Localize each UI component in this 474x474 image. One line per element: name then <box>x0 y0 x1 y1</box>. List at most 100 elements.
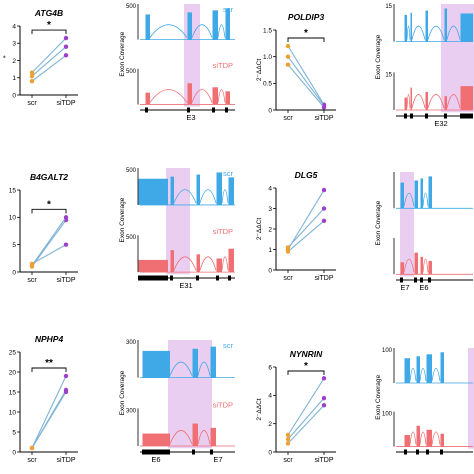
gene-model-exon <box>138 275 168 281</box>
scr-exon-block <box>187 12 192 40</box>
y-tick-label: 1 <box>268 247 272 254</box>
scr-track-tick: 500 <box>126 4 137 10</box>
sitdp-exon-block <box>404 435 410 447</box>
exon-label: E31 <box>179 281 192 290</box>
y-tick-label: 2 <box>268 421 272 428</box>
series-line <box>31 391 67 449</box>
series-line <box>31 37 67 73</box>
x-tick-label: siTDP <box>56 277 75 284</box>
scr-exon-block <box>216 172 222 205</box>
gene-title: POLDIP3 <box>288 12 325 22</box>
sitdp-point <box>63 53 69 58</box>
coverage-panel-4: Exon Coverage E7 E6 <box>375 172 473 292</box>
gene-model-exon <box>440 449 443 455</box>
y-tick-label: 0 <box>268 107 272 114</box>
scr-exon-block <box>460 13 473 42</box>
gene-model-exon <box>428 277 431 283</box>
y-tick-label: 1.5 <box>263 27 272 34</box>
gene-model-exon <box>170 275 173 281</box>
significance-label: ** <box>45 358 53 369</box>
y-tick-label: 20 <box>9 369 17 376</box>
series-line <box>31 375 67 449</box>
sitdp-exon-block <box>428 260 432 275</box>
scr-junction-arc <box>446 25 461 40</box>
series-line <box>287 189 325 250</box>
sitdp-exon-block <box>460 86 473 111</box>
gene-model-exon <box>416 449 419 455</box>
y-tick-label: 15 <box>9 187 17 194</box>
y-tick-label: 0 <box>268 267 272 274</box>
sitdp-point <box>321 403 327 408</box>
sitdp-exon-block <box>138 259 168 273</box>
line-chart-poldip3: POLDIP3 0 0.5 1.0 1.5 scr siTDP 2⁻ΔΔCt * <box>256 12 336 122</box>
y-tick-label: 5 <box>12 242 16 249</box>
scr-junction-arc <box>221 189 229 204</box>
scr-junction-arc <box>431 367 441 382</box>
sitdp-junction-arc <box>422 258 429 273</box>
y-tick-label: 0 <box>12 269 16 276</box>
scr-exon-block <box>225 8 230 40</box>
exon-coverage-label: Exon Coverage <box>119 31 126 76</box>
gene-model-exon <box>145 107 148 113</box>
exon-label: E32 <box>434 119 447 128</box>
sitdp-exon-block <box>192 423 198 447</box>
series-line <box>31 219 67 267</box>
gene-model-exon <box>404 449 407 455</box>
scr-junction-arc <box>403 192 415 207</box>
scr-exon-block <box>142 350 170 378</box>
y-tick-label: 0 <box>12 449 16 456</box>
scr-point <box>285 54 291 59</box>
sitdp-junction-arc <box>199 256 217 271</box>
scr-exon-block <box>400 182 404 209</box>
y-tick-label: 0 <box>268 449 272 456</box>
gene-title: B4GALT2 <box>30 172 68 182</box>
sitdp-point <box>321 206 327 211</box>
exon-coverage-label: Exon Coverage <box>375 34 382 79</box>
sitdp-point <box>63 389 69 395</box>
y-tick-label: 2 <box>12 58 16 65</box>
y-tick-label: 3 <box>268 206 272 213</box>
gene-model-exon <box>420 277 423 283</box>
sitdp-junction-arc <box>446 94 461 109</box>
scr-point <box>285 441 291 446</box>
scr-point <box>285 62 291 67</box>
sitdp-junction-arc <box>411 94 426 109</box>
sitdp-point <box>321 395 327 401</box>
sitdp-junction-arc <box>149 89 188 103</box>
exon-coverage-label: Exon Coverage <box>119 197 126 242</box>
gene-model-exon <box>210 449 213 455</box>
scr-junction-arc <box>419 367 427 382</box>
sitdp-exon-block <box>444 96 447 111</box>
x-tick-label: siTDP <box>314 457 333 464</box>
sitdp-junction-arc <box>403 258 415 273</box>
gene-model-exon <box>196 275 199 281</box>
significance-bracket <box>31 208 67 214</box>
sitdp-point <box>321 187 327 193</box>
sitdp-track-label: siTDP <box>213 400 233 409</box>
gene-model-exon <box>414 277 417 283</box>
sitdp-exon-block <box>145 92 150 105</box>
sitdp-exon-block <box>210 427 216 447</box>
scr-exon-block <box>426 354 432 383</box>
series-line <box>287 208 325 248</box>
y-tick-label: 0.5 <box>263 81 272 88</box>
sitdp-junction-arc <box>406 94 411 109</box>
series-line <box>287 378 325 436</box>
gene-model-exon <box>460 113 473 119</box>
sitdp-exon-block <box>225 91 230 105</box>
x-tick-label: siTDP <box>314 275 333 282</box>
sitdp-exon-block <box>212 87 218 105</box>
scr-point <box>29 261 35 266</box>
scr-point <box>285 245 291 250</box>
scr-exon-block <box>440 352 444 383</box>
y-tick-label: 0 <box>12 92 16 99</box>
x-tick-label: siTDP <box>314 115 333 122</box>
line-chart-atg4b: ATG4B 0 1 2 3 4 scr siTDP * * <box>3 8 78 107</box>
sitdp-point <box>321 218 327 223</box>
line-chart-dlg5: DLG5 0 1 2 3 4 scr siTDP 2⁻ΔΔCt <box>256 170 336 282</box>
scr-point <box>29 70 35 75</box>
gene-model-exon <box>187 107 190 113</box>
gene-model-exon <box>216 275 219 281</box>
